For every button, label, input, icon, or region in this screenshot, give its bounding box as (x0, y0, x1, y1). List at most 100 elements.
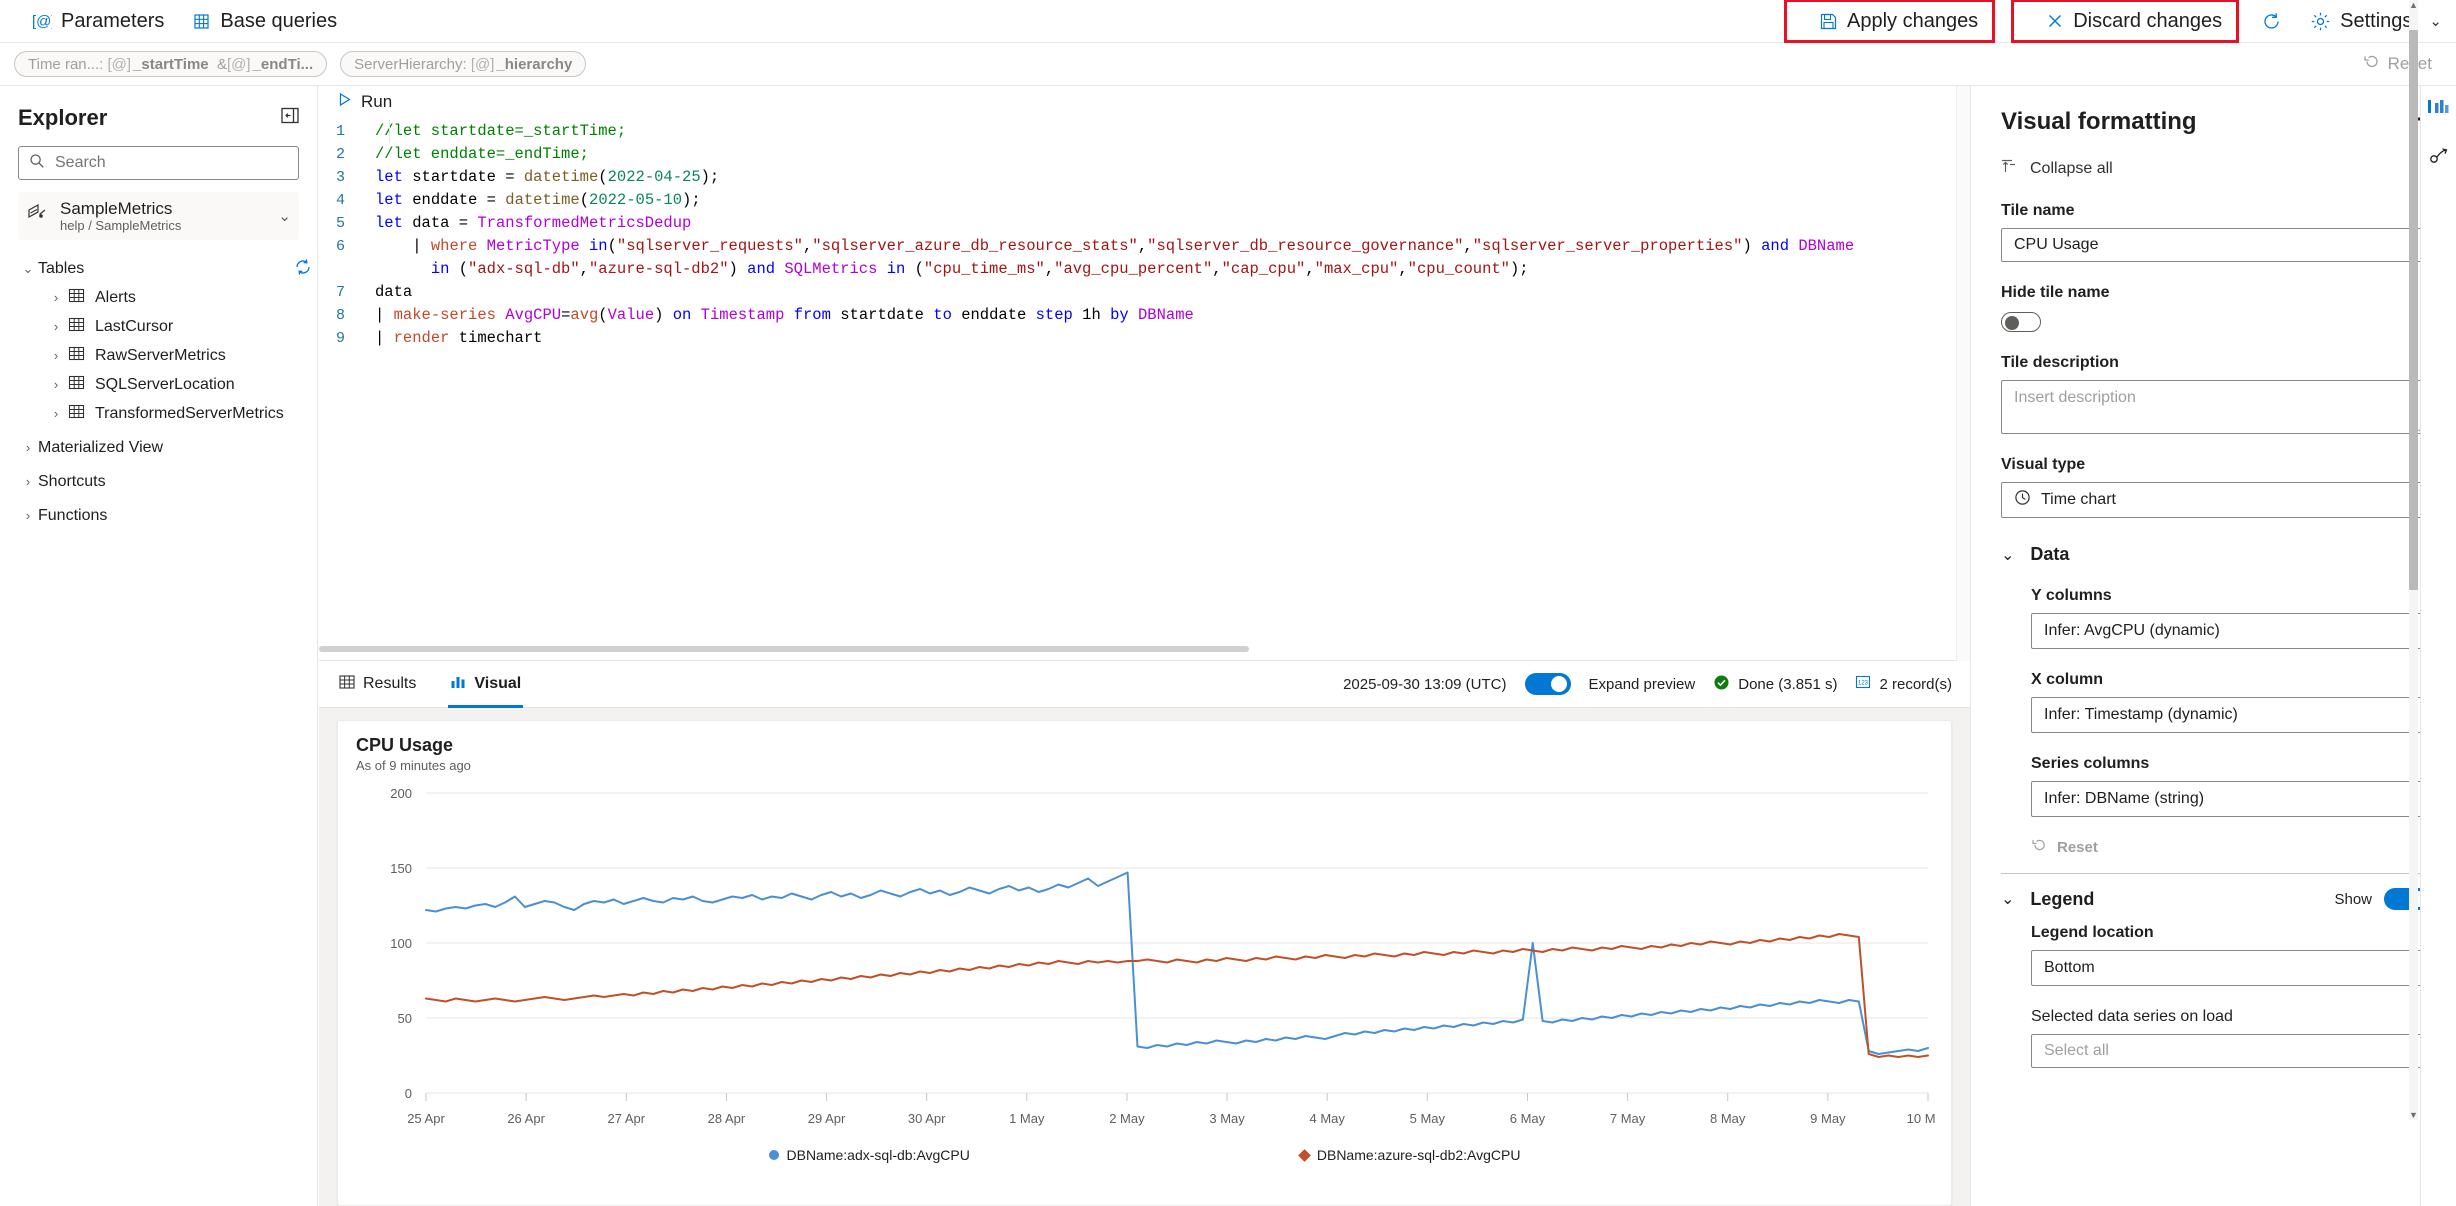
undo-icon (2363, 53, 2380, 75)
legend-marker-circle (768, 1150, 779, 1160)
code-horizontal-scrollbar[interactable] (319, 644, 1970, 654)
chevron-down-icon: ⌄ (2429, 13, 2442, 30)
series-columns-select[interactable]: Infer: DBName (string) ⌄ (2031, 781, 2430, 817)
selected-series-input[interactable]: Select all (2031, 1034, 2430, 1068)
visual-type-value: Time chart (2041, 491, 2116, 508)
query-status-label: Done (3.851 s) (1738, 675, 1838, 693)
explorer-sidebar: Explorer (0, 86, 318, 1206)
visual-formatting-rail-icon[interactable] (2427, 98, 2450, 123)
code-vertical-scrollbar[interactable] (1956, 86, 1970, 661)
chart-legend: DBName:adx-sql-db:AvgCPU DBName:azure-sq… (356, 1147, 1933, 1163)
scroll-up-arrow-icon[interactable]: ▲ (2409, 0, 2418, 10)
expand-preview-toggle[interactable] (1524, 673, 1571, 695)
collapse-sidebar-button[interactable] (281, 107, 299, 129)
tile-description-textarea[interactable]: Insert description (2001, 380, 2430, 434)
explorer-search[interactable] (18, 146, 299, 180)
code-line: 6 | where MetricType in("sqlserver_reque… (319, 235, 1970, 258)
database-texts: SampleMetrics help / SampleMetrics (60, 199, 181, 234)
discard-changes-button[interactable]: Discard changes (2036, 4, 2232, 38)
legend-label: DBName:adx-sql-db:AvgCPU (786, 1147, 970, 1163)
refresh-button[interactable] (2247, 0, 2296, 43)
tree-node-materialized-view[interactable]: › Materialized View (18, 433, 299, 462)
code-line: 1 //let startdate=_startTime; (319, 120, 1970, 143)
tab-results[interactable]: Results (325, 661, 430, 708)
database-selector[interactable]: SampleMetrics help / SampleMetrics ⌄ (18, 192, 299, 240)
tree-node-alerts[interactable]: › Alerts (18, 283, 299, 312)
svg-text:8 May: 8 May (1710, 1111, 1746, 1126)
run-button[interactable]: Run (333, 90, 396, 114)
svg-text:150: 150 (390, 861, 412, 876)
data-reset-label: Reset (2057, 838, 2098, 856)
bar-chart-icon (450, 674, 466, 695)
code-text: //let enddate=_endTime; (375, 145, 589, 163)
x-column-value: Infer: Timestamp (dynamic) (2044, 706, 2238, 723)
tree-label: TransformedServerMetrics (95, 404, 284, 422)
svg-text:4 May: 4 May (1309, 1111, 1345, 1126)
scroll-down-arrow-icon[interactable]: ▼ (2409, 1110, 2418, 1120)
server-hierarchy-parameter-pill[interactable]: ServerHierarchy: [@] _hierarchy (340, 51, 587, 77)
play-icon (337, 92, 352, 112)
chevron-right-icon: › (53, 377, 59, 392)
tree-node-sqlserverlocation[interactable]: › SQLServerLocation (18, 370, 299, 399)
search-input[interactable] (55, 154, 288, 172)
settings-button[interactable]: Settings ⌄ (2296, 0, 2456, 43)
panel-header: Visual formatting (2001, 108, 2430, 136)
success-check-icon (1713, 674, 1730, 695)
tree-node-shortcuts[interactable]: › Shortcuts (18, 467, 299, 496)
cross-filter-rail-icon[interactable] (2428, 145, 2450, 172)
line-number: 2 (335, 146, 345, 163)
chart-tile: CPU Usage As of 9 minutes ago 0 50 100 150 2… (337, 720, 1952, 1206)
tree-node-functions[interactable]: › Functions (18, 501, 299, 530)
database-refresh-button[interactable] (293, 257, 313, 282)
tree-node-tables[interactable]: ⌄ Tables (18, 254, 299, 283)
chart-plot[interactable]: 0 50 100 150 200 25 Apr 26 Apr 27 Apr 28 Apr 29 A… (356, 783, 1950, 1143)
query-editor-panel: Run 1 //let startdate=_startTime; 2 //let … (319, 86, 1970, 661)
code-area[interactable]: 1 //let startdate=_startTime; 2 //let endd… (319, 120, 1970, 654)
visual-type-select[interactable]: Time chart ⌄ (2001, 482, 2430, 518)
table-icon (68, 345, 85, 367)
svg-text:29 Apr: 29 Apr (808, 1111, 846, 1126)
tree-node-transformedservermetrics[interactable]: › TransformedServerMetrics (18, 399, 299, 428)
code-line: 9 | render timechart (319, 327, 1970, 350)
series-columns-value: Infer: DBName (string) (2044, 790, 2205, 807)
reset-parameters-button[interactable]: Reset (2363, 53, 2432, 75)
y-columns-label: Y columns (2031, 587, 2112, 604)
parameter-bar: Time ran...: [@] _startTime & [@] _endTi...… (0, 43, 2456, 86)
selected-series-label: Selected data series on load (2031, 1008, 2233, 1025)
toolbar-right-group: Apply changes Discard changes (1776, 0, 2456, 43)
tree-label: Materialized View (38, 438, 164, 456)
settings-label: Settings (2340, 9, 2413, 32)
svg-text:1 May: 1 May (1009, 1111, 1045, 1126)
apply-changes-button[interactable]: Apply changes (1809, 4, 1988, 38)
x-column-select[interactable]: Infer: Timestamp (dynamic) ⌄ (2031, 697, 2430, 733)
legend-show-label: Show (2334, 890, 2372, 908)
hide-tile-name-toggle[interactable] (2001, 312, 2041, 332)
legend-section-header[interactable]: ⌄ Legend Show (2001, 888, 2430, 910)
tree-node-lastcursor[interactable]: › LastCursor (18, 312, 299, 341)
y-columns-value: Infer: AvgCPU (dynamic) (2044, 622, 2220, 639)
time-range-parameter-pill[interactable]: Time ran...: [@] _startTime & [@] _endTi... (14, 51, 328, 77)
legend-item-0[interactable]: DBName:adx-sql-db:AvgCPU (768, 1147, 970, 1163)
chevron-down-icon[interactable]: ⌄ (278, 208, 291, 225)
gear-icon (2310, 11, 2331, 32)
code-text: | where MetricType in("sqlserver_request… (412, 237, 1855, 255)
tree-node-rawservermetrics[interactable]: › RawServerMetrics (18, 341, 299, 370)
explorer-tree: ⌄ Tables › Alerts › (18, 254, 299, 530)
parameters-button[interactable]: [@] Parameters (18, 0, 178, 43)
collapse-all-button[interactable]: Collapse all (2001, 158, 2430, 180)
explorer-title: Explorer (18, 105, 108, 130)
visual-type-label: Visual type (2001, 456, 2086, 473)
data-reset-button[interactable]: Reset (2031, 837, 2430, 857)
legend-location-select[interactable]: Bottom ⌄ (2031, 950, 2430, 986)
legend-item-1[interactable]: DBName:azure-sql-db2:AvgCPU (1298, 1147, 1520, 1163)
data-section-header[interactable]: ⌄ Data (2001, 544, 2430, 565)
y-columns-select[interactable]: Infer: AvgCPU (dynamic) ⌄ (2031, 613, 2430, 649)
record-count-label: 2 record(s) (1879, 675, 1952, 693)
tile-name-input[interactable]: CPU Usage (2001, 228, 2430, 262)
visual-formatting-panel: Visual formatting Collapse all Tile name (1970, 86, 2456, 1206)
base-queries-button[interactable]: Base queries (178, 0, 351, 43)
code-line: 2 //let enddate=_endTime; (319, 143, 1970, 166)
panel-scrollbar[interactable]: ▲ ▼ (2409, 0, 2418, 1120)
tab-visual[interactable]: Visual (436, 661, 535, 708)
line-number: 7 (335, 284, 345, 301)
